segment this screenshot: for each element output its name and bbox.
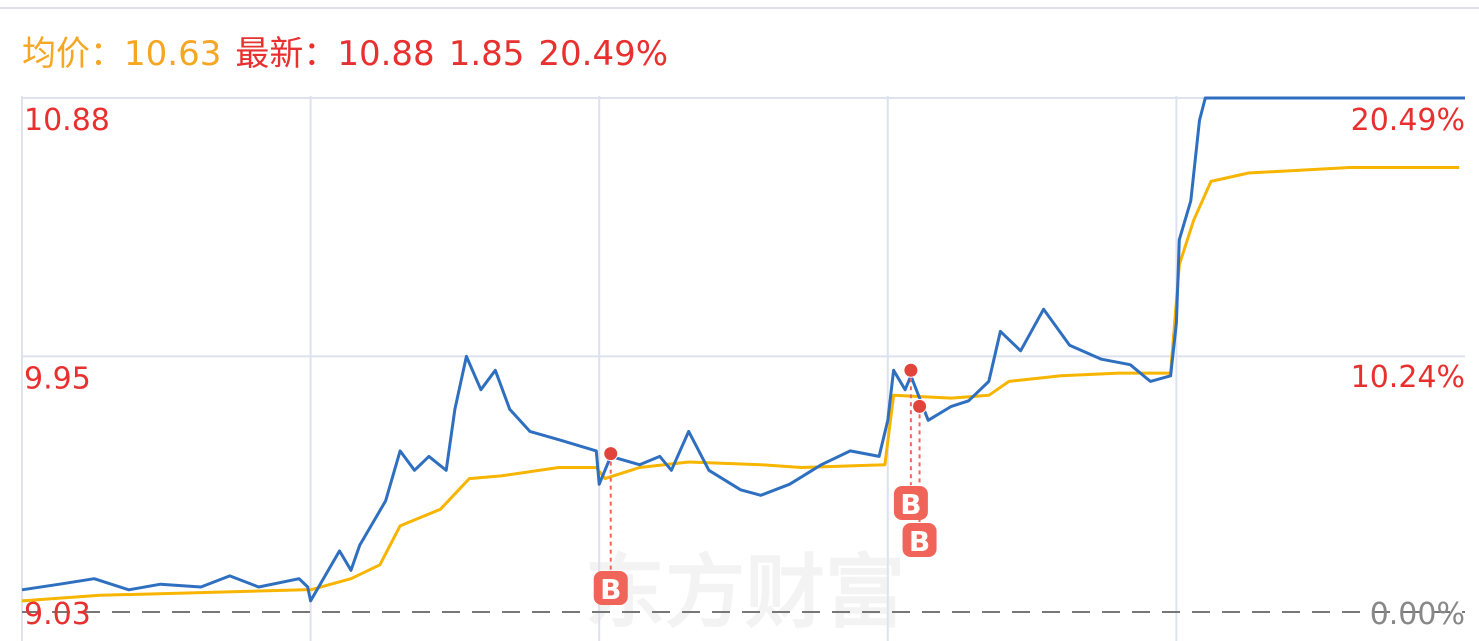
marker-label: B	[900, 488, 921, 521]
marker-dot	[603, 446, 619, 462]
marker-label: B	[600, 573, 621, 606]
marker-label: B	[909, 525, 930, 558]
price-line	[21, 96, 1465, 603]
latest-label: 最新：	[235, 34, 338, 74]
marker-box	[593, 571, 628, 605]
marker-dot	[903, 362, 919, 378]
y-tick-label: 10.88	[24, 103, 110, 138]
y2-tick-label: 10.24%	[1351, 360, 1465, 395]
avg-value: 10.63	[124, 34, 222, 74]
change-pct: 20.49%	[538, 34, 669, 74]
y2-tick-label: 0.00%	[1370, 597, 1465, 632]
y-tick-label: 9.03	[24, 597, 91, 632]
header: 均价：10.63 最新：10.88 1.85 20.49%	[22, 26, 682, 75]
y2-tick-label: 20.49%	[1351, 103, 1465, 138]
marker-box	[902, 523, 937, 557]
watermark: 东方财富	[585, 546, 905, 639]
avg-label: 均价：	[22, 34, 124, 74]
change: 1.85	[448, 34, 525, 74]
latest-value: 10.88	[337, 34, 435, 74]
price-line	[21, 166, 1460, 603]
y-tick-label: 9.95	[24, 361, 91, 396]
marker-dot	[912, 398, 928, 414]
